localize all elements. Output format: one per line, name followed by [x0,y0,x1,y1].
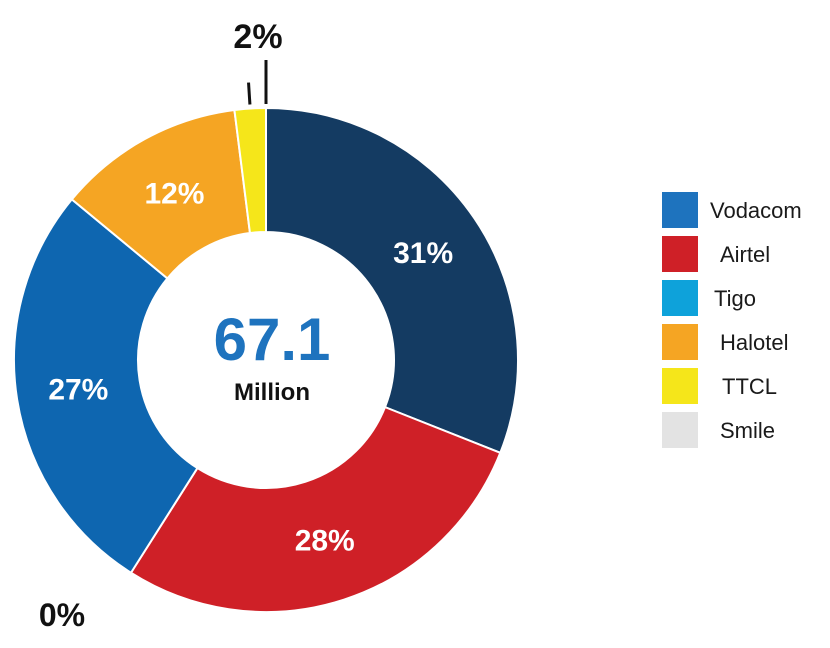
slice-label-smile: 0% [39,597,85,633]
slice-ttcl [233,106,267,235]
slice-label-airtel: 28% [295,525,355,558]
legend-swatch [662,236,698,272]
slice-labels: 31% 28% 27% 12% 2% 0% [39,18,453,633]
legend-label: Airtel [720,242,771,267]
slice-label-ttcl: 2% [233,18,282,56]
legend-label: TTCL [722,374,777,399]
legend-swatch [662,324,698,360]
slice-label-tigo: 27% [48,374,108,407]
legend-label: Tigo [714,286,756,311]
slice-vodacom [265,106,519,455]
center-unit: Million [234,379,310,406]
legend-swatch [662,368,698,404]
leader-line-ttcl [247,82,252,105]
slice-label-vodacom: 31% [393,237,453,270]
legend-label: Vodacom [710,198,802,223]
center-value: 67.1 [214,306,331,373]
slice-tigo [13,197,199,575]
legend-label: Halotel [720,330,789,355]
donut-slices [13,106,519,613]
legend-label: Smile [720,418,776,443]
legend-swatch [662,280,698,316]
leader-lines [247,60,268,105]
slice-airtel [129,405,502,613]
legend-swatch [662,192,698,228]
legend-swatch [662,412,698,448]
slice-label-halotel: 12% [144,178,204,211]
